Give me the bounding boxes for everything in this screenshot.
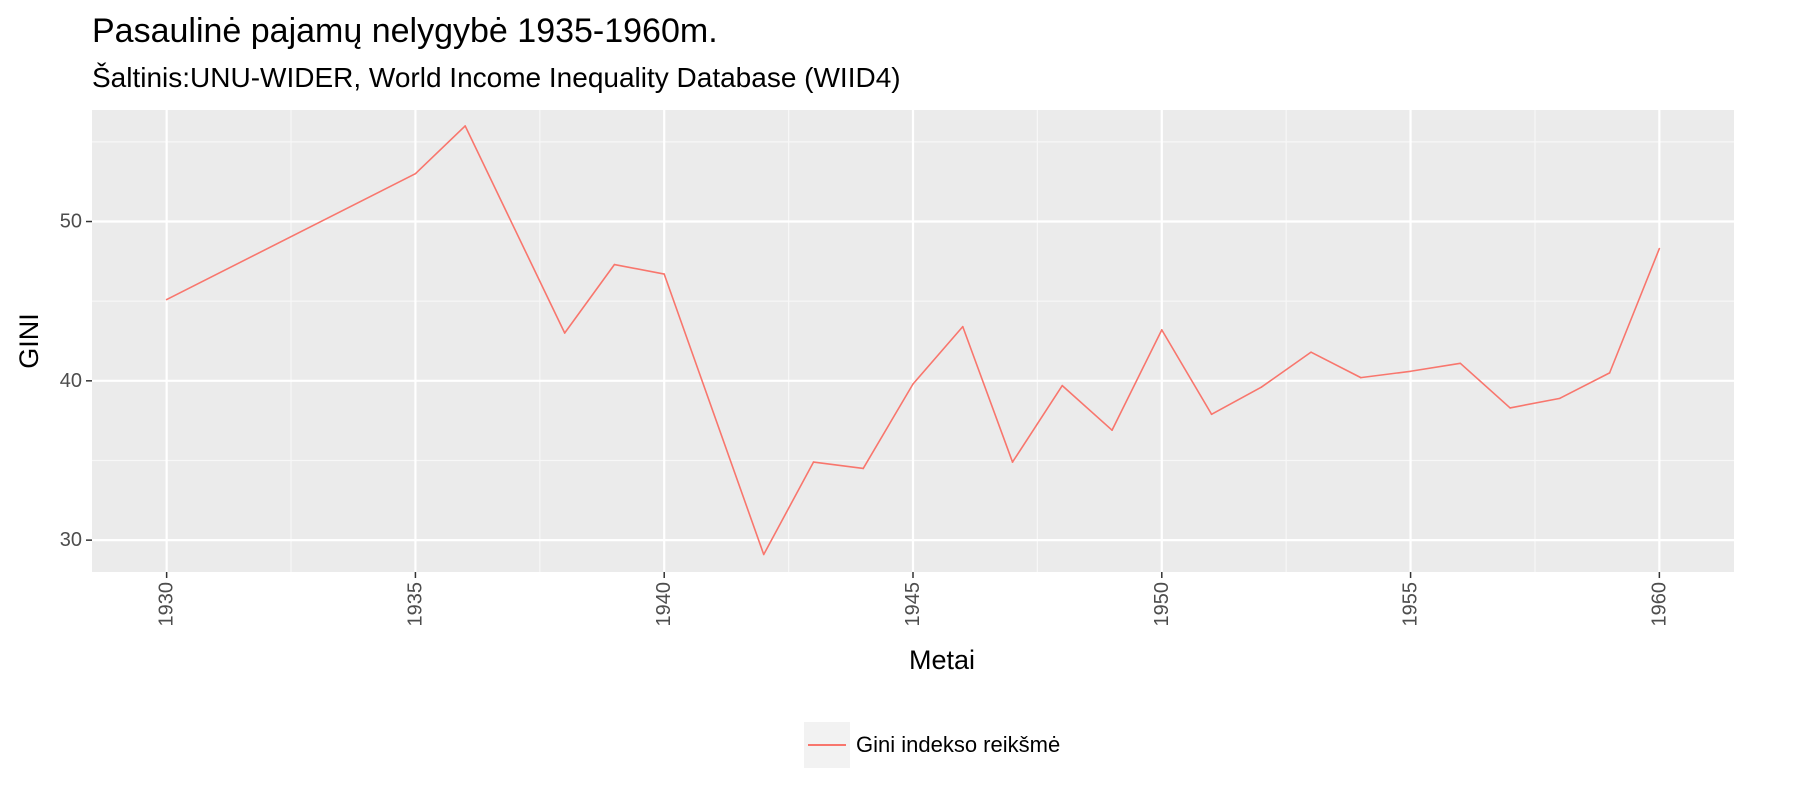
legend: Gini indekso reikšmė bbox=[804, 722, 1060, 768]
x-tick-label: 1960 bbox=[1648, 582, 1670, 627]
series-layer bbox=[165, 125, 1661, 556]
data-point bbox=[1011, 461, 1014, 463]
x-tick-label: 1950 bbox=[1151, 582, 1173, 627]
x-axis-title: Metai bbox=[909, 645, 975, 675]
chart-subtitle: Šaltinis:UNU-WIDER, World Income Inequal… bbox=[92, 62, 901, 93]
axes-layer: 1930 1935 1940 1945 1950 1955 1960 30 40 50 bbox=[60, 211, 1671, 627]
data-point bbox=[1210, 413, 1213, 416]
data-point bbox=[663, 273, 666, 275]
data-point bbox=[862, 467, 865, 470]
chart-title: Pasaulinė pajamų nelygybė 1935-1960m. bbox=[92, 12, 718, 50]
data-point bbox=[464, 125, 466, 127]
data-point bbox=[1160, 329, 1163, 331]
data-point bbox=[1310, 351, 1312, 353]
y-tick-label: 30 bbox=[60, 529, 82, 551]
data-point bbox=[1409, 370, 1412, 373]
data-point bbox=[1111, 429, 1113, 432]
data-point bbox=[1061, 384, 1064, 387]
data-point bbox=[165, 298, 168, 301]
x-tick-label: 1930 bbox=[156, 582, 178, 627]
x-tick-label: 1935 bbox=[404, 582, 426, 627]
data-point bbox=[1360, 376, 1362, 379]
data-point bbox=[961, 325, 964, 328]
data-point bbox=[1459, 362, 1462, 365]
x-tick-label: 1940 bbox=[653, 582, 675, 627]
legend-label: Gini indekso reikšmė bbox=[856, 732, 1061, 757]
data-point bbox=[912, 383, 914, 385]
x-tick-label: 1955 bbox=[1400, 582, 1422, 627]
data-point bbox=[1260, 386, 1263, 389]
y-axis-title: GINI bbox=[14, 313, 44, 369]
data-point bbox=[414, 172, 417, 175]
data-point bbox=[613, 263, 616, 266]
legend-key bbox=[804, 722, 850, 768]
data-point bbox=[1509, 407, 1511, 409]
major-gridlines bbox=[92, 110, 1734, 572]
legend-line-swatch bbox=[808, 744, 846, 746]
y-tick-label: 50 bbox=[60, 211, 82, 233]
data-point bbox=[1608, 372, 1611, 374]
data-point bbox=[563, 332, 566, 334]
data-point bbox=[1658, 247, 1661, 250]
data-point bbox=[1559, 397, 1561, 400]
data-point bbox=[762, 553, 765, 556]
y-tick-label: 40 bbox=[60, 370, 82, 392]
x-tick-label: 1945 bbox=[902, 582, 924, 627]
data-point bbox=[812, 461, 815, 463]
